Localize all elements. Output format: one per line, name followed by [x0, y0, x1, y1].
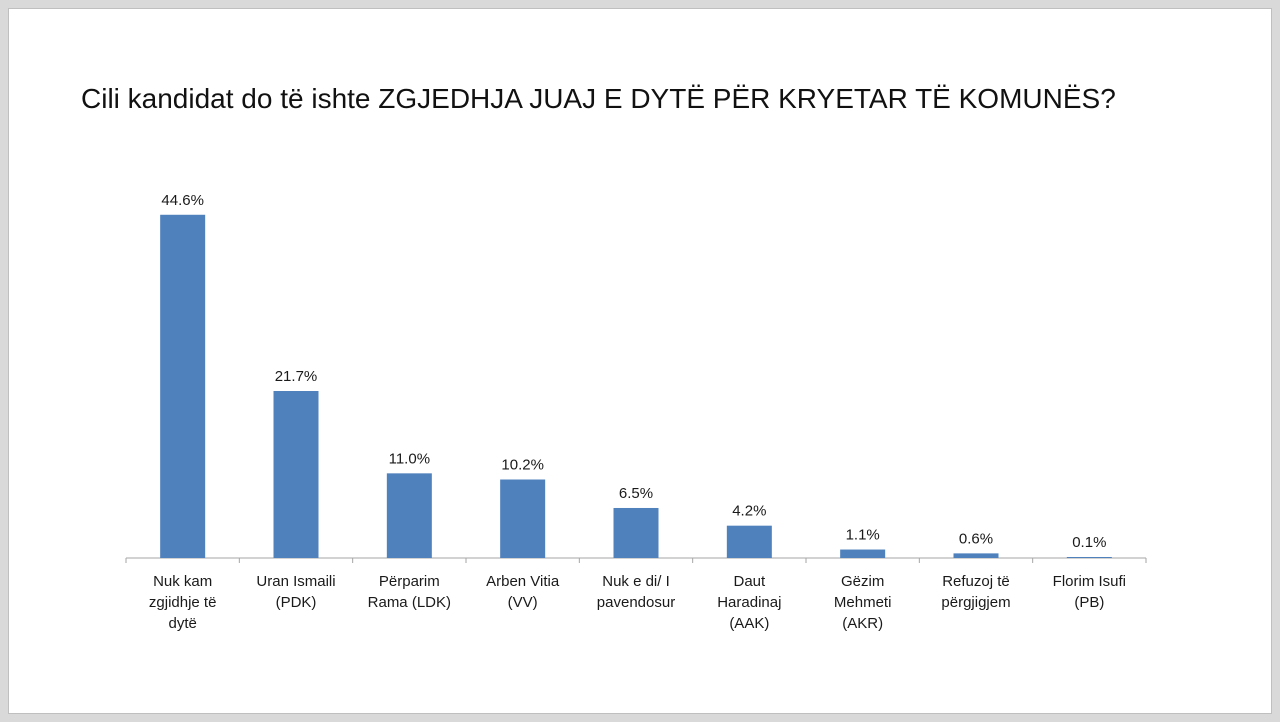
data-label: 6.5%: [619, 485, 653, 502]
data-label: 10.2%: [501, 457, 544, 474]
data-label: 0.6%: [959, 530, 993, 547]
data-label: 0.1%: [1072, 534, 1106, 551]
bar: [613, 507, 659, 558]
data-label: 1.1%: [846, 527, 880, 544]
bar: [726, 525, 772, 558]
bar: [386, 473, 432, 558]
bar: [160, 214, 206, 558]
category-label: Nuk kam zgjidhje të dytë: [149, 573, 217, 632]
bar: [953, 553, 999, 558]
category-label: Florim Isufi (PB): [1053, 573, 1126, 611]
data-label: 11.0%: [389, 450, 430, 467]
category-label: Gëzim Mehmeti (AKR): [834, 573, 892, 632]
category-label: Daut Haradinaj (AAK): [717, 573, 781, 632]
category-label: Uran Ismaili (PDK): [256, 573, 335, 611]
bar: [1066, 557, 1112, 558]
category-label: Përparim Rama (LDK): [368, 573, 451, 611]
category-label: Refuzoj të përgjigjem: [941, 573, 1010, 611]
data-label: 4.2%: [732, 503, 766, 520]
bar: [500, 479, 546, 558]
slide: Cili kandidat do të ishte ZGJEDHJA JUAJ …: [8, 8, 1272, 714]
chart-title: Cili kandidat do të ishte ZGJEDHJA JUAJ …: [81, 83, 1116, 114]
bar: [273, 391, 319, 558]
bar: [840, 549, 886, 558]
category-label: Arben Vitia (VV): [486, 573, 560, 611]
bar-chart: 44.6% Nuk kam zgjidhje të dytë 21.7% Uran Ism…: [125, 192, 1147, 632]
data-label: 44.6%: [161, 192, 204, 209]
data-label: 21.7%: [275, 368, 318, 385]
